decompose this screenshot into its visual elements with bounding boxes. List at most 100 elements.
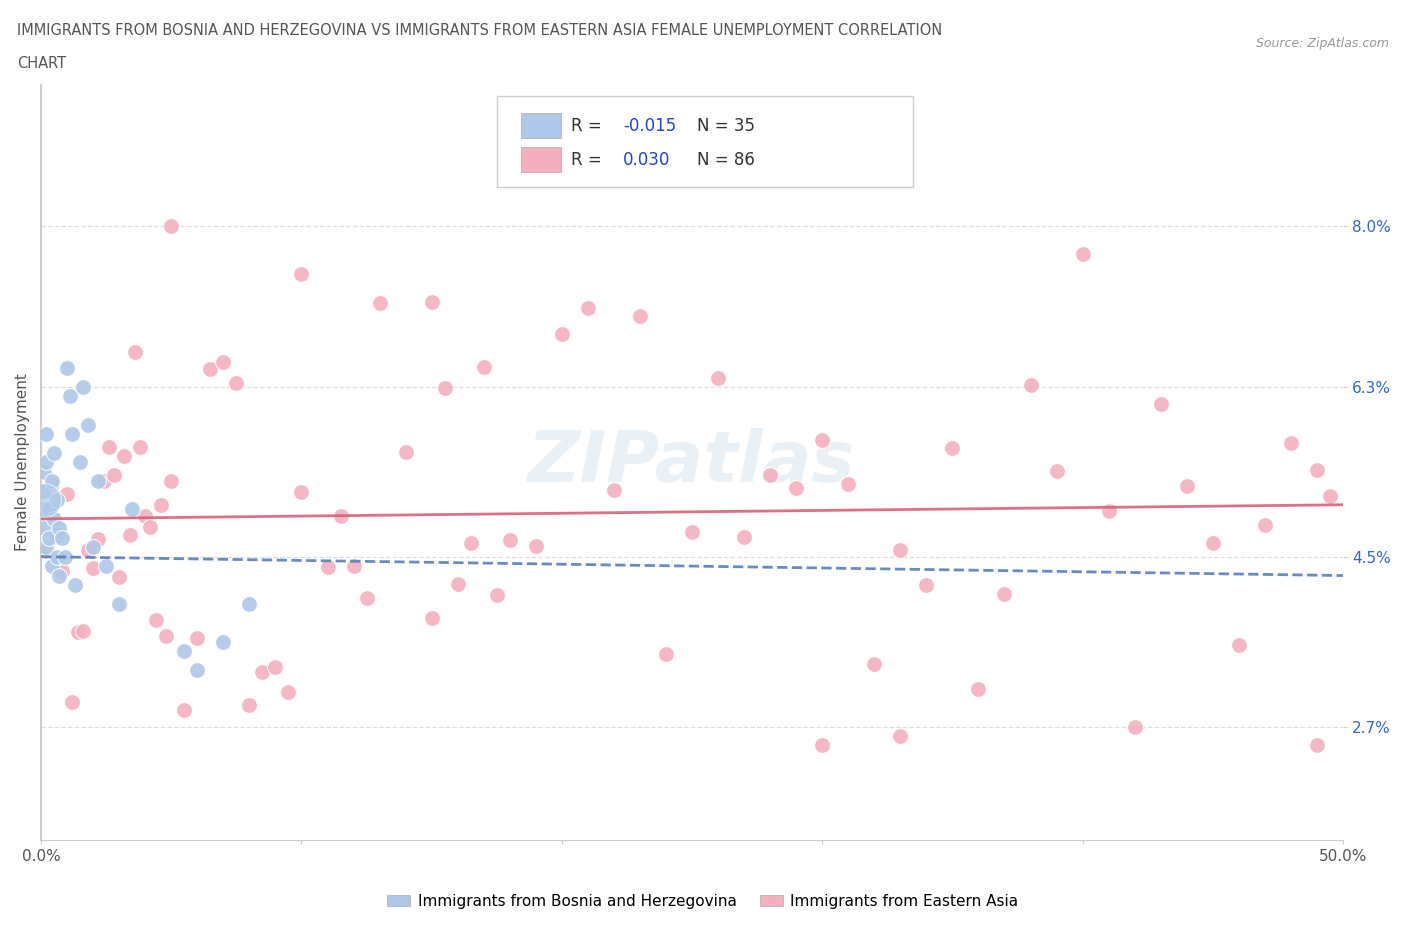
Point xyxy=(160,219,183,233)
Point xyxy=(112,448,135,463)
Point xyxy=(72,624,94,639)
Point xyxy=(499,532,522,547)
Point xyxy=(1019,378,1042,392)
Point xyxy=(35,455,58,470)
Point xyxy=(1071,246,1094,261)
Point xyxy=(66,625,89,640)
Point xyxy=(212,354,235,369)
Point xyxy=(485,588,508,603)
Point xyxy=(124,344,146,359)
Point xyxy=(993,587,1015,602)
Point xyxy=(82,560,104,575)
Point xyxy=(35,427,58,442)
Point xyxy=(329,509,352,524)
Text: IMMIGRANTS FROM BOSNIA AND HERZEGOVINA VS IMMIGRANTS FROM EASTERN ASIA FEMALE UN: IMMIGRANTS FROM BOSNIA AND HERZEGOVINA V… xyxy=(17,23,942,38)
Text: N = 35: N = 35 xyxy=(697,116,755,135)
Point xyxy=(56,486,79,501)
Text: R =: R = xyxy=(571,116,607,135)
Point xyxy=(420,295,443,310)
Point xyxy=(395,445,418,459)
Point xyxy=(51,530,73,545)
Point xyxy=(603,483,626,498)
Point xyxy=(48,521,70,536)
Point xyxy=(707,370,730,385)
Point xyxy=(51,564,73,578)
Point xyxy=(1227,638,1250,653)
Point xyxy=(1045,463,1067,478)
Point xyxy=(252,665,274,680)
FancyBboxPatch shape xyxy=(496,96,914,187)
Point xyxy=(82,539,104,554)
Point xyxy=(186,631,208,645)
Point xyxy=(1306,738,1329,753)
Point xyxy=(42,445,65,460)
Point xyxy=(342,559,364,574)
Point xyxy=(32,493,55,508)
Point xyxy=(238,596,260,611)
Point xyxy=(77,542,100,557)
Point xyxy=(460,535,482,550)
Point xyxy=(368,295,391,310)
Point xyxy=(139,519,162,534)
Point xyxy=(63,578,86,592)
Point xyxy=(32,464,55,479)
Point xyxy=(145,612,167,627)
Point xyxy=(108,596,131,611)
Point xyxy=(524,538,547,553)
Point xyxy=(38,502,60,517)
Point xyxy=(134,509,156,524)
Point xyxy=(1202,536,1225,551)
Text: R =: R = xyxy=(571,151,607,168)
Point xyxy=(45,550,67,565)
Point xyxy=(785,480,807,495)
Point xyxy=(967,682,990,697)
Point xyxy=(759,468,782,483)
Text: 0.030: 0.030 xyxy=(623,151,671,168)
Point xyxy=(72,379,94,394)
Point xyxy=(290,266,312,281)
Point xyxy=(277,684,299,699)
Point xyxy=(32,502,55,517)
Text: ZIPatlas: ZIPatlas xyxy=(529,428,856,497)
Point xyxy=(472,360,495,375)
Point xyxy=(1306,462,1329,477)
Point xyxy=(1175,479,1198,494)
Point xyxy=(733,529,755,544)
Y-axis label: Female Unemployment: Female Unemployment xyxy=(15,373,30,551)
Point xyxy=(41,473,63,488)
Point xyxy=(1279,436,1302,451)
Point xyxy=(889,728,911,743)
Point xyxy=(155,628,177,643)
Point xyxy=(356,591,378,605)
Point xyxy=(35,544,58,559)
Legend: Immigrants from Bosnia and Herzegovina, Immigrants from Eastern Asia: Immigrants from Bosnia and Herzegovina, … xyxy=(381,888,1025,915)
FancyBboxPatch shape xyxy=(522,113,561,138)
Point xyxy=(48,568,70,583)
Point xyxy=(186,662,208,677)
Point xyxy=(655,646,678,661)
Point xyxy=(60,427,83,442)
Point xyxy=(121,502,143,517)
Point xyxy=(53,550,76,565)
Point xyxy=(1319,489,1341,504)
Text: N = 86: N = 86 xyxy=(697,151,755,168)
Point xyxy=(118,527,141,542)
Text: -0.015: -0.015 xyxy=(623,116,676,135)
Point xyxy=(87,532,110,547)
Point xyxy=(97,439,120,454)
Point xyxy=(433,381,456,396)
Point xyxy=(149,498,172,512)
Point xyxy=(837,476,859,491)
Point xyxy=(108,569,131,584)
Point xyxy=(160,473,183,488)
Point xyxy=(551,326,574,341)
Point xyxy=(173,644,195,658)
Point xyxy=(238,698,260,712)
Point xyxy=(32,521,55,536)
Point xyxy=(681,525,703,539)
Point xyxy=(811,432,834,447)
Point xyxy=(87,473,110,488)
Point xyxy=(69,455,91,470)
Text: Source: ZipAtlas.com: Source: ZipAtlas.com xyxy=(1256,37,1389,50)
Point xyxy=(1254,518,1277,533)
